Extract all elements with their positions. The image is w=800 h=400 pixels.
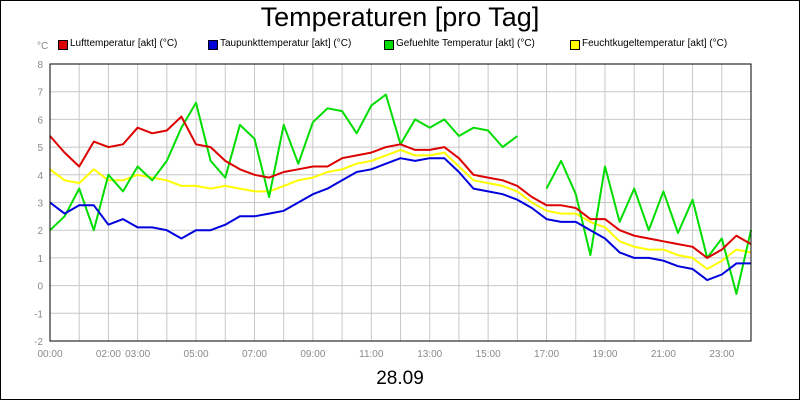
x-tick-label: 05:00 (184, 349, 209, 360)
y-axis-unit: °C (37, 41, 49, 52)
y-tick-label: 1 (37, 254, 43, 265)
x-tick-label: 03:00 (125, 349, 150, 360)
y-tick-label: 7 (37, 88, 43, 99)
x-tick-label: 11:00 (359, 349, 384, 360)
series-line-3 (49, 148, 752, 270)
y-tick-label: -1 (34, 309, 43, 320)
y-tick-label: 4 (37, 171, 43, 182)
legend-swatch-blue (208, 40, 218, 50)
x-tick-label: 23:00 (709, 349, 734, 360)
y-tick-label: -2 (34, 337, 43, 348)
legend-label: Lufttemperatur [akt] (°C) (70, 38, 178, 49)
x-tick-label: 13:00 (417, 349, 442, 360)
legend-label: Taupunkttemperatur [akt] (°C) (220, 38, 352, 49)
y-tick-label: 5 (37, 143, 43, 154)
x-tick-label: 21:00 (651, 349, 676, 360)
date-label: 28.09 (376, 368, 424, 389)
x-tick-label: 07:00 (242, 349, 267, 360)
series-line-1 (49, 157, 751, 282)
y-tick-label: 6 (37, 115, 43, 126)
y-tick-label: 0 (37, 282, 43, 293)
series-line-2 (545, 159, 752, 295)
legend-swatch-red (58, 40, 68, 50)
chart-title: Temperaturen [pro Tag] (260, 2, 540, 32)
legend-swatch-green (384, 40, 394, 50)
x-tick-label: 19:00 (592, 349, 617, 360)
legend-label: Feuchtkugeltemperatur [akt] (°C) (582, 38, 728, 49)
x-tick-label: 00:00 (37, 349, 62, 360)
series-line-2 (49, 93, 518, 232)
plot-border (49, 63, 752, 342)
y-tick-label: 8 (37, 60, 43, 71)
x-tick-label: 09:00 (300, 349, 325, 360)
legend-swatch-yellow (570, 40, 580, 50)
series-line-0 (49, 115, 752, 259)
x-tick-label: 02:00 (96, 349, 121, 360)
x-tick-label: 15:00 (476, 349, 501, 360)
y-tick-label: 3 (37, 199, 43, 210)
x-tick-label: 17:00 (534, 349, 559, 360)
y-tick-label: 2 (37, 226, 43, 237)
legend-label: Gefuehlte Temperatur [akt] (°C) (396, 38, 535, 49)
